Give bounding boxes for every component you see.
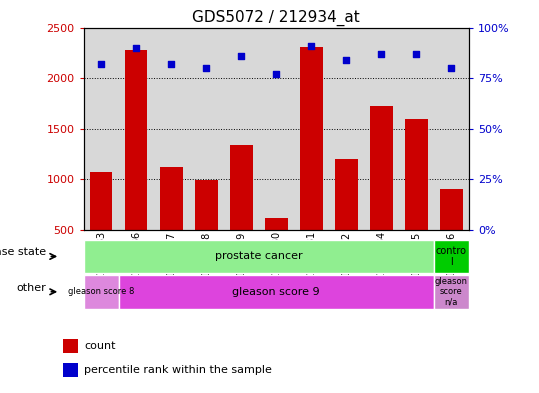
Bar [370, 107, 393, 281]
Text: percentile rank within the sample: percentile rank within the sample [84, 365, 272, 375]
Bar [63, 339, 78, 353]
Bar [230, 145, 253, 281]
Bar [405, 119, 428, 281]
Point [167, 61, 176, 67]
Point [97, 61, 106, 67]
Bar [300, 47, 323, 281]
Title: GDS5072 / 212934_at: GDS5072 / 212934_at [192, 10, 360, 26]
Text: count: count [84, 341, 115, 351]
Point [412, 51, 421, 57]
Point [272, 71, 281, 77]
Text: prostate cancer: prostate cancer [215, 252, 302, 261]
Bar [84, 275, 119, 309]
Point [447, 65, 456, 71]
Bar [195, 180, 218, 281]
Text: other: other [16, 283, 46, 293]
Point [202, 65, 211, 71]
Point [307, 42, 316, 49]
Bar [265, 218, 288, 281]
Bar [119, 275, 434, 309]
Text: contro
l: contro l [436, 246, 467, 267]
Bar [63, 363, 78, 377]
Bar [434, 275, 469, 309]
Point [377, 51, 386, 57]
Point [342, 57, 351, 63]
Point [237, 53, 246, 59]
Bar [160, 167, 183, 281]
Bar [434, 240, 469, 273]
Text: gleason
score
n/a: gleason score n/a [435, 277, 468, 307]
Bar [440, 189, 463, 281]
Text: disease state: disease state [0, 248, 46, 257]
Bar [89, 172, 113, 281]
Bar [335, 159, 358, 281]
Point [132, 44, 140, 51]
Text: gleason score 8: gleason score 8 [68, 287, 134, 296]
Bar [125, 50, 148, 281]
Text: gleason score 9: gleason score 9 [232, 287, 320, 297]
